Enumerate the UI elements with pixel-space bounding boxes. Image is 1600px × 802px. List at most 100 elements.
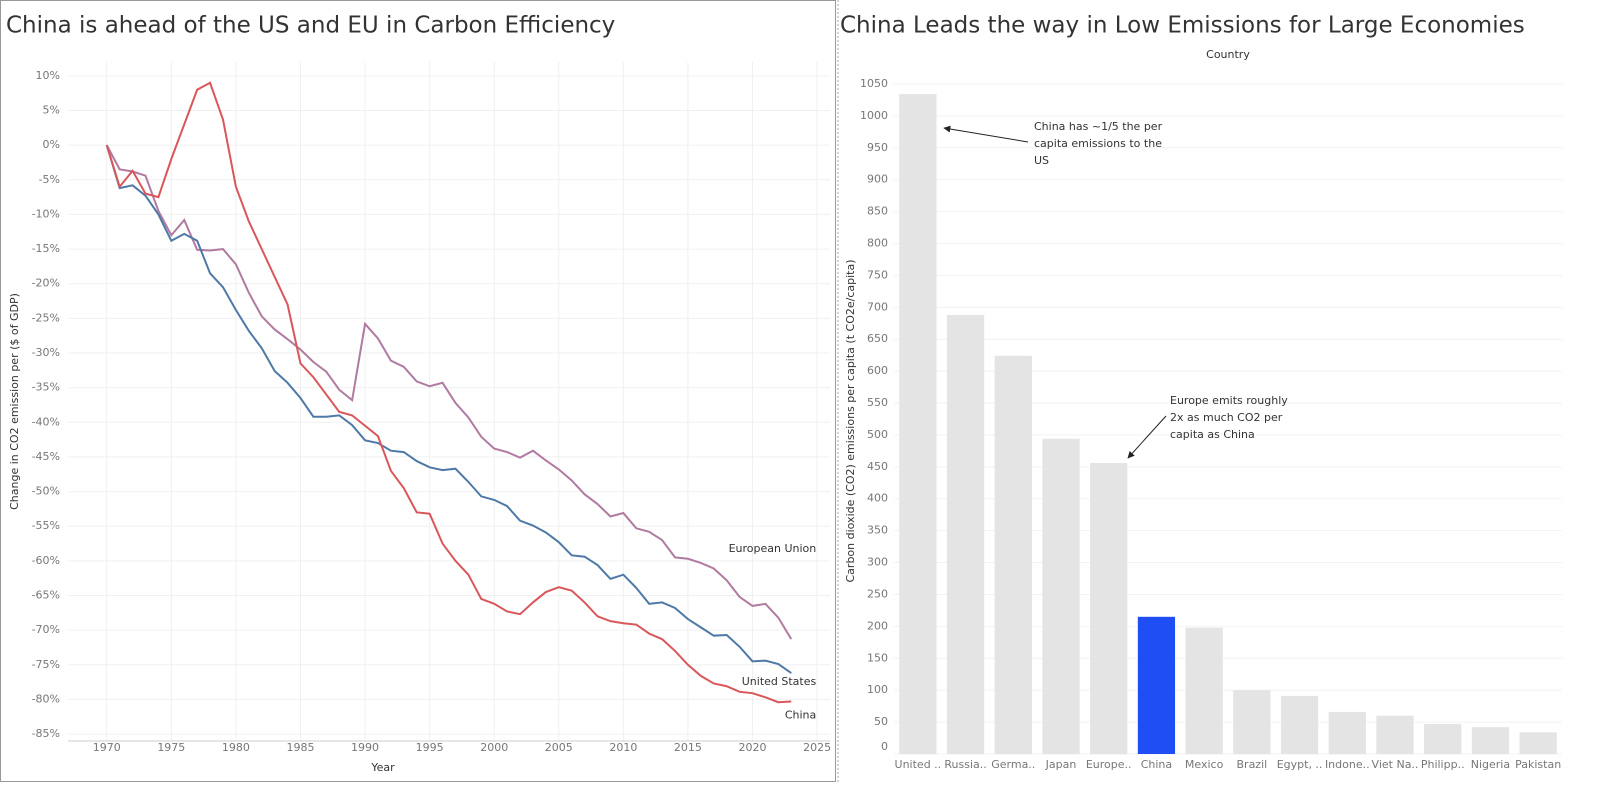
annotation: capita emissions to the (1034, 137, 1162, 150)
x-tick-label: Pakistan (1515, 758, 1561, 771)
x-tick-label: Germa.. (991, 758, 1035, 771)
bar (1280, 695, 1319, 754)
x-tick-label: Indone.. (1325, 758, 1370, 771)
y-tick-label: -20% (32, 277, 60, 290)
x-tick-label: United .. (895, 758, 942, 771)
y-tick-label: -10% (32, 207, 60, 220)
y-tick-label: 900 (867, 173, 888, 186)
bar (1328, 711, 1366, 754)
y-tick-label: -15% (32, 242, 60, 255)
bar (946, 314, 985, 754)
x-tick-label: 2000 (480, 741, 508, 754)
y-tick-label: 450 (867, 460, 888, 473)
annotation: 2x as much CO2 per (1170, 411, 1283, 424)
bar (1137, 616, 1176, 754)
x-tick-label: Viet Na.. (1372, 758, 1419, 771)
y-tick-label: 650 (867, 332, 888, 345)
y-tick-label: 850 (867, 205, 888, 218)
y-tick-label: 800 (867, 236, 888, 249)
annotation: China has ~1/5 the per (1034, 120, 1163, 133)
annotation-arrow (943, 125, 1029, 143)
x-tick-label: 2025 (803, 741, 831, 754)
bar (1090, 463, 1128, 754)
x-tick-label: Mexico (1185, 758, 1224, 771)
y-tick-label: 600 (867, 364, 888, 377)
x-tick-label: Europe.. (1086, 758, 1132, 771)
y-tick-label: 250 (867, 587, 888, 600)
x-tick-label: 2015 (674, 741, 702, 754)
y-tick-label: -35% (32, 381, 60, 394)
bar (1471, 727, 1510, 754)
x-tick-label: 1995 (416, 741, 444, 754)
y-tick-label: 10% (36, 69, 60, 82)
y-tick-label: 1050 (860, 77, 888, 90)
x-tick-label: 1970 (93, 741, 121, 754)
x-tick-label: 2020 (739, 741, 767, 754)
x-tick-label: 1990 (351, 741, 379, 754)
y-tick-label: -85% (32, 727, 60, 740)
y-tick-label: -40% (32, 415, 60, 428)
y-tick-label: -55% (32, 519, 60, 532)
x-tick-label: Philipp.. (1421, 758, 1465, 771)
y-axis-label: Carbon dioxide (CO2) emissions per capit… (844, 259, 857, 582)
bar (1233, 690, 1271, 754)
y-tick-label: -25% (32, 311, 60, 324)
y-tick-label: 100 (867, 683, 888, 696)
y-tick-label: 750 (867, 268, 888, 281)
bar (1042, 438, 1080, 754)
y-tick-label: 5% (43, 104, 60, 117)
y-tick-label: -65% (32, 589, 60, 602)
y-tick-label: 950 (867, 141, 888, 154)
y-tick-label: 0 (881, 740, 888, 753)
column-header: Country (1206, 48, 1250, 61)
y-tick-label: 350 (867, 524, 888, 537)
x-tick-label: China (1141, 758, 1172, 771)
bar (1519, 732, 1557, 754)
bar (994, 355, 1032, 754)
y-tick-label: -50% (32, 485, 60, 498)
y-tick-label: -60% (32, 554, 60, 567)
series-label: European Union (729, 542, 817, 555)
series-line (105, 81, 792, 704)
y-tick-label: 400 (867, 492, 888, 505)
bar (1376, 715, 1414, 754)
y-tick-label: -45% (32, 450, 60, 463)
y-tick-label: -80% (32, 692, 60, 705)
series-line (105, 144, 793, 640)
y-tick-label: 300 (867, 556, 888, 569)
y-tick-label: 550 (867, 396, 888, 409)
annotation: Europe emits roughly (1170, 394, 1288, 407)
annotation-arrow (1127, 415, 1167, 459)
x-tick-label: Brazil (1237, 758, 1268, 771)
series-line (105, 144, 792, 674)
x-tick-label: 1975 (157, 741, 185, 754)
y-tick-label: 0% (43, 138, 60, 151)
bar (1185, 627, 1223, 754)
x-tick-label: Russia.. (944, 758, 986, 771)
y-tick-label: 500 (867, 428, 888, 441)
chart-title: China Leads the way in Low Emissions for… (840, 13, 1525, 39)
y-tick-label: -70% (32, 623, 60, 636)
y-tick-label: 200 (867, 619, 888, 632)
series-label: United States (742, 675, 817, 688)
bar (899, 94, 937, 755)
y-axis-label: Change in CO2 emission per ($ of GDP) (8, 293, 21, 510)
bar (1424, 724, 1462, 754)
chart-title: China is ahead of the US and EU in Carbo… (6, 13, 615, 39)
x-tick-label: 1985 (286, 741, 314, 754)
panel-border (0, 0, 836, 782)
y-tick-label: -30% (32, 346, 60, 359)
x-tick-label: 2005 (545, 741, 573, 754)
y-tick-label: 150 (867, 651, 888, 664)
y-tick-label: 1000 (860, 109, 888, 122)
y-tick-label: -5% (39, 173, 60, 186)
x-axis-label: Year (370, 761, 395, 774)
x-tick-label: Japan (1045, 758, 1077, 771)
y-tick-label: -75% (32, 658, 60, 671)
annotation: US (1034, 154, 1049, 167)
y-tick-label: 700 (867, 300, 888, 313)
x-tick-label: Egypt, .. (1277, 758, 1323, 771)
series-label: China (785, 709, 816, 722)
annotation: capita as China (1170, 428, 1255, 441)
